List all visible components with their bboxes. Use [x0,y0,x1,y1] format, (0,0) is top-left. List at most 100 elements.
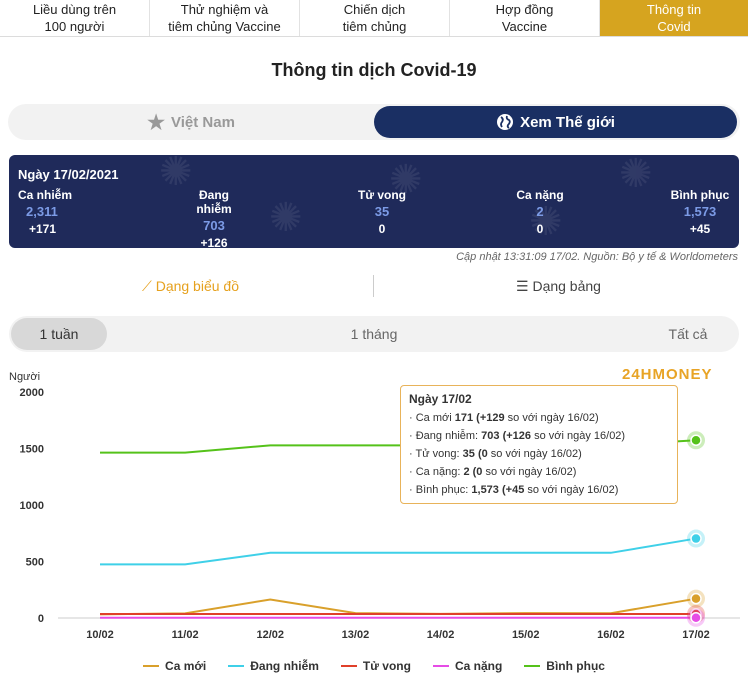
region-toggle: ★ Việt Nam Xem Thế giới [8,104,740,140]
stat-active: Đang nhiễm 703 +126 [181,188,247,248]
virus-bg-icon: ✺ [389,158,423,202]
y-tick-label: 1500 [20,444,44,456]
stat-value: 2,311 [26,204,58,219]
stat-label: Ca nặng [516,188,564,202]
tooltip-value: 35 [462,448,475,460]
stat-critical: Ca nặng 2 0 [512,188,568,236]
view-switch: ⟋ Dạng biểu đồ ☰ Dạng bảng [0,275,748,299]
period-week-button[interactable]: 1 tuần [11,318,107,350]
tooltip-line: · Ca mới 171 (+129 so với ngày 16/02) [409,412,599,424]
tooltip-change: (+45 [501,484,525,496]
virus-bg-icon: ✺ [269,196,303,240]
legend-label: Ca nặng [454,659,503,673]
chart-view-button[interactable]: ⟋ Dạng biểu đồ [142,278,239,295]
tooltip-change: (+129 [476,412,505,424]
y-tick-label: 0 [38,613,44,625]
table-view-button[interactable]: ☰ Dạng bảng [516,278,601,295]
legend-item[interactable]: Đang nhiễm [228,656,319,676]
series-line [100,537,697,566]
tooltip-value: 703 [481,430,500,442]
legend-label: Đang nhiễm [250,659,319,673]
tooltip-pre: Ca mới [415,412,455,424]
vietnam-label: Việt Nam [171,113,235,131]
virus-bg-icon: ✺ [159,155,193,194]
tab-label: Vaccine [501,19,548,34]
world-button[interactable]: Xem Thế giới [374,106,737,138]
legend-swatch [432,665,449,667]
data-point [690,532,702,545]
stats-panel: ✺ ✺ ✺ ✺ ✺ Ngày 17/02/2021 Ca nhiễm 2,311… [9,155,739,248]
x-tick-label: 12/02 [257,629,285,641]
vietnam-button[interactable]: ★ Việt Nam [8,104,374,140]
stat-label: Tử vong [357,188,407,202]
series-line [99,597,697,616]
tab-label: Liều dùng trên [32,2,117,17]
tab-covid-info[interactable]: Thông tin Covid [600,0,748,36]
tab-vaccine-trials[interactable]: Thử nghiệm và tiêm chủng Vaccine [150,0,300,36]
page-title: Thông tin dịch Covid-19 [271,60,477,80]
stats-date: Ngày 17/02/2021 [18,167,119,182]
legend-item[interactable]: Tử vong [340,656,411,676]
legend-item[interactable]: Ca mới [143,656,206,676]
tooltip-value: 171 [454,412,474,424]
tooltip-value: 1,573 [471,484,499,496]
tooltip-line: · Bình phục: 1,573 (+45 so với ngày 16/0… [409,484,619,496]
y-tick-label: 2000 [20,387,44,399]
top-nav: Liều dùng trên 100 người Thử nghiệm và t… [0,0,748,37]
tooltip-value: 2 [463,466,470,478]
legend-label: Bình phục [546,659,605,673]
tooltip-change: (0 [477,448,488,460]
update-note: Cập nhật 13:31:09 17/02. Nguồn: Bộ y tế … [456,251,738,263]
virus-bg-icon: ✺ [619,155,653,196]
tab-label: Chiến dịch [343,2,406,17]
period-month-button[interactable]: 1 tháng [350,326,398,342]
tab-label: tiêm chủng [342,19,407,34]
tab-doses-per-100[interactable]: Liều dùng trên 100 người [0,0,150,36]
stat-value: 703 [203,218,225,233]
chart-legend: Ca mới Đang nhiễm Tử vong Ca nặng Bình phục [0,656,748,676]
legend-swatch [524,665,541,667]
brand-watermark: 24HMONEY [622,366,713,383]
stat-change: +126 [200,236,228,248]
legend-label: Ca mới [165,659,207,673]
tooltip-pre: Ca nặng: [415,466,464,478]
period-selector: 1 tuần 1 tháng Tất cả [9,316,739,352]
chart-tooltip: Ngày 17/02 · Ca mới 171 (+129 so với ngà… [400,385,678,504]
stat-recovered: Bình phục 1,573 +45 [669,188,731,236]
stat-infected: Ca nhiễm 2,311 +171 [18,188,72,236]
stat-change: 0 [536,222,544,236]
data-point [690,612,702,624]
divider [373,275,374,297]
table-view-label: Dạng bảng [532,278,601,294]
star-icon: ★ [147,111,165,134]
legend-item[interactable]: Bình phục [524,656,605,676]
y-tick-label: 1000 [20,500,44,512]
x-tick-label: 10/02 [86,629,114,641]
globe-icon [497,114,514,130]
tab-label: Thông tin [646,2,702,17]
tooltip-post: so với ngày 16/02) [487,448,582,460]
x-tick-label: 16/02 [597,629,625,641]
stat-label: Bình phục [670,188,730,202]
list-icon: ☰ [516,278,529,294]
period-all-button[interactable]: Tất cả [668,326,708,342]
tooltip-post: so với ngày 16/02) [504,412,599,424]
legend-item[interactable]: Ca nặng [432,656,503,676]
tooltip-post: so với ngày 16/02) [524,484,619,496]
legend-swatch [228,665,245,667]
tab-label: Hợp đồng [495,2,554,17]
line-chart-icon: ⟋ [142,278,152,294]
tooltip-pre: Bình phục: [415,484,472,496]
tab-vaccination-campaign[interactable]: Chiến dịch tiêm chủng [300,0,450,36]
virus-bg-icon: ✺ [529,200,563,244]
stat-value: 35 [374,204,390,219]
tooltip-line: · Đang nhiễm: 703 (+126 so với ngày 16/0… [409,430,626,442]
tooltip-pre: Đang nhiễm: [415,430,482,442]
chart-view-label: Dạng biểu đồ [155,278,239,294]
world-label: Xem Thế giới [520,113,615,131]
stat-value: 2 [536,204,544,219]
tab-vaccine-contracts[interactable]: Hợp đồng Vaccine [450,0,600,36]
x-tick-label: 13/02 [342,629,370,641]
x-tick-label: 15/02 [512,629,540,641]
